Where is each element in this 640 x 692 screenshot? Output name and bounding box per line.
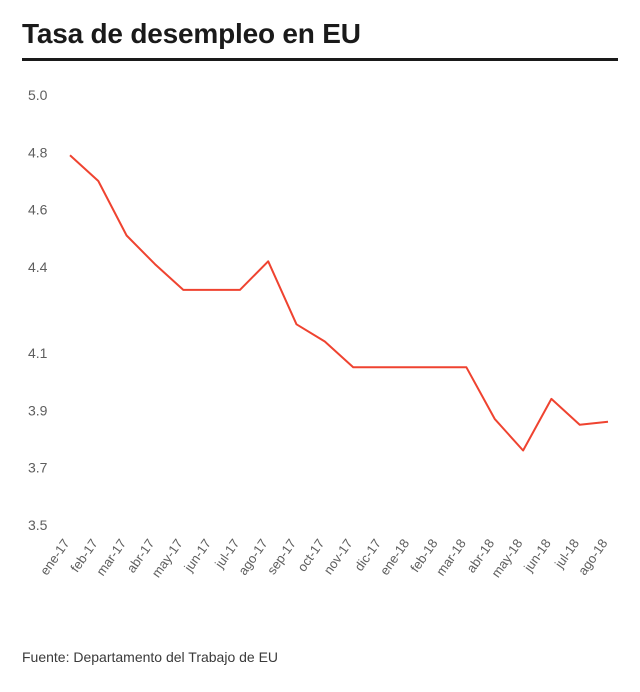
series-line (70, 155, 608, 450)
title-rule (22, 58, 618, 61)
x-tick-label: jun-18 (520, 536, 554, 575)
y-tick-label: 3.9 (28, 402, 48, 418)
chart-title: Tasa de desempleo en EU (22, 18, 618, 50)
x-tick-label: ago-17 (235, 536, 271, 578)
x-tick-label: mar-18 (433, 536, 469, 578)
chart-container: Tasa de desempleo en EU 5.0 4.8 4.6 4.4 4.1 3… (0, 0, 640, 692)
y-tick-label: 4.4 (28, 259, 48, 275)
y-tick-label: 5.0 (28, 87, 48, 103)
y-tick-label: 4.6 (28, 202, 48, 218)
chart-svg: 5.04.84.64.44.13.93.73.5ene-17feb-17mar-… (22, 85, 618, 605)
x-tick-label: nov-17 (321, 536, 356, 577)
x-tick-label: ago-18 (575, 536, 611, 578)
x-tick-label: ene-18 (377, 536, 413, 578)
x-tick-label: jun-17 (180, 536, 214, 575)
y-tick-label: 3.5 (28, 517, 48, 533)
x-tick-label: sep-17 (264, 536, 299, 577)
y-tick-label: 4.8 (28, 144, 48, 160)
line-chart: 5.04.84.64.44.13.93.73.5ene-17feb-17mar-… (22, 85, 618, 605)
x-tick-label: mar-17 (93, 536, 129, 578)
y-tick-label: 3.7 (28, 460, 48, 476)
x-tick-label: ene-17 (37, 536, 73, 578)
chart-source: Fuente: Departamento del Trabajo de EU (22, 649, 618, 665)
y-tick-label: 4.1 (28, 345, 48, 361)
